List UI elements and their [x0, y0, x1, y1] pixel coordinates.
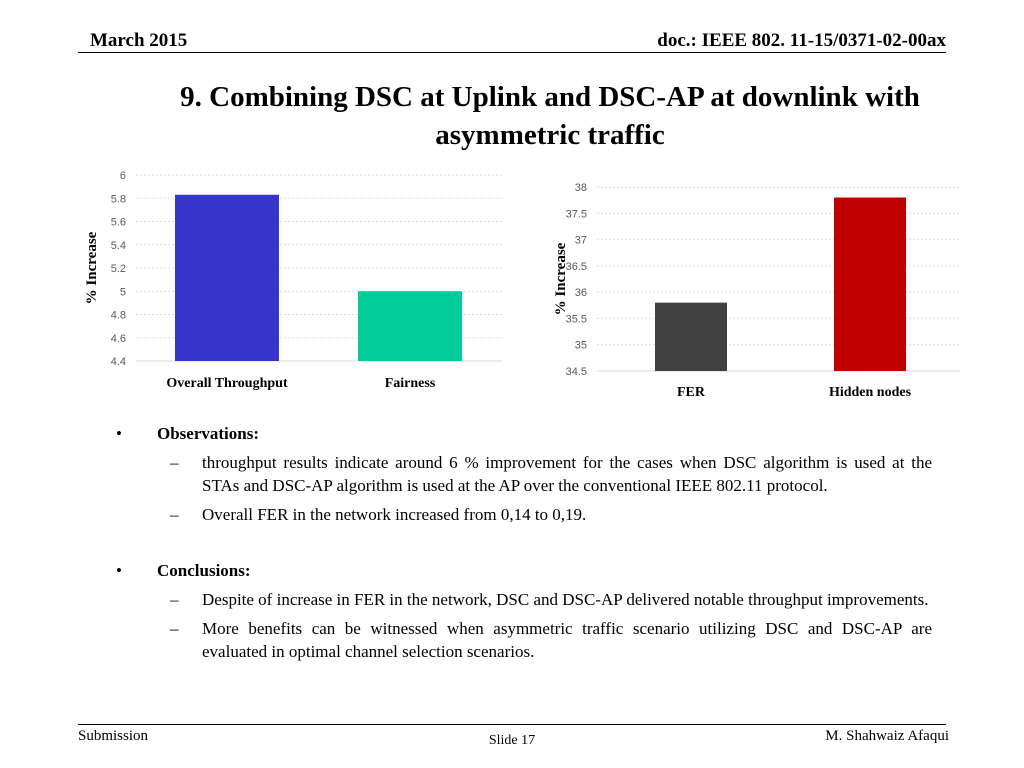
conclusions-heading: • Conclusions: — [112, 559, 932, 582]
footer-rule — [78, 724, 946, 725]
dash-marker: – — [170, 590, 179, 609]
y-tick-label: 5.6 — [111, 217, 126, 229]
fer-hidden-nodes-chart: 34.5 35 35.5 36 36.5 37 37.5 38 FER Hidden nodes%… — [545, 172, 970, 407]
bar — [834, 197, 906, 371]
conclusion-item-text: Despite of increase in FER in the networ… — [202, 590, 929, 609]
footer-author: M. Shahwaiz Afaqui — [825, 728, 949, 744]
y-tick-label: 35.5 — [566, 313, 587, 325]
conclusions-heading-text: Conclusions: — [157, 561, 251, 580]
dash-marker: – — [170, 505, 179, 524]
y-tick-label: 5.8 — [111, 193, 126, 205]
category-label: Overall Throughput — [166, 376, 288, 391]
footer-submission: Submission — [78, 728, 149, 744]
observation-item: – Overall FER in the network increased f… — [112, 503, 932, 526]
footer-slide-number: Slide 17 — [488, 733, 536, 748]
y-tick-label: 5.4 — [111, 240, 126, 252]
y-tick-label: 5.2 — [111, 263, 126, 275]
y-tick-label: 4.8 — [111, 310, 126, 322]
bar — [175, 194, 279, 361]
y-tick-label: 5 — [120, 286, 126, 298]
y-tick-label: 34.5 — [566, 366, 587, 378]
bullet-marker: • — [116, 561, 122, 580]
observations-heading-text: Observations: — [157, 424, 259, 443]
y-tick-label: 38 — [575, 182, 587, 194]
y-tick-label: 36 — [575, 287, 587, 299]
y-tick-label: 37.5 — [566, 208, 587, 220]
bar — [358, 291, 462, 361]
bar — [655, 302, 727, 371]
y-tick-label: 35 — [575, 340, 587, 352]
y-tick-label: 36.5 — [566, 261, 587, 273]
header-rule — [78, 52, 946, 53]
slide-title: 9. Combining DSC at Uplink and DSC-AP at… — [180, 81, 920, 151]
header-doc-id: doc.: IEEE 802. 11-15/0371-02-00ax — [657, 30, 946, 51]
y-axis-title: % Increase — [84, 231, 100, 304]
category-label: Hidden nodes — [829, 385, 912, 400]
observation-item: – throughput results indicate around 6 %… — [112, 451, 932, 497]
throughput-fairness-chart: 4.4 4.6 4.8 5 5.2 5.4 5.6 5.8 6 Overall Throughpu… — [80, 162, 510, 402]
y-tick-label: 37 — [575, 235, 587, 247]
observations-heading: • Observations: — [112, 422, 932, 445]
header-date: March 2015 — [90, 30, 188, 51]
conclusion-item: – More benefits can be witnessed when as… — [112, 617, 932, 663]
y-tick-label: 4.4 — [111, 356, 126, 368]
dash-marker: – — [170, 619, 179, 638]
observation-item-text: throughput results indicate around 6 % i… — [202, 453, 932, 495]
y-axis-title: % Increase — [553, 242, 569, 315]
observation-item-text: Overall FER in the network increased fro… — [202, 505, 587, 524]
dash-marker: – — [170, 453, 179, 472]
y-tick-label: 6 — [120, 170, 126, 182]
category-label: FER — [677, 385, 706, 400]
bullet-marker: • — [116, 424, 122, 443]
y-tick-label: 4.6 — [111, 333, 126, 345]
text-body: • Observations: – throughput results ind… — [112, 422, 932, 669]
conclusion-item: – Despite of increase in FER in the netw… — [112, 588, 932, 611]
category-label: Fairness — [385, 376, 436, 391]
conclusion-item-text: More benefits can be witnessed when asym… — [202, 619, 932, 661]
